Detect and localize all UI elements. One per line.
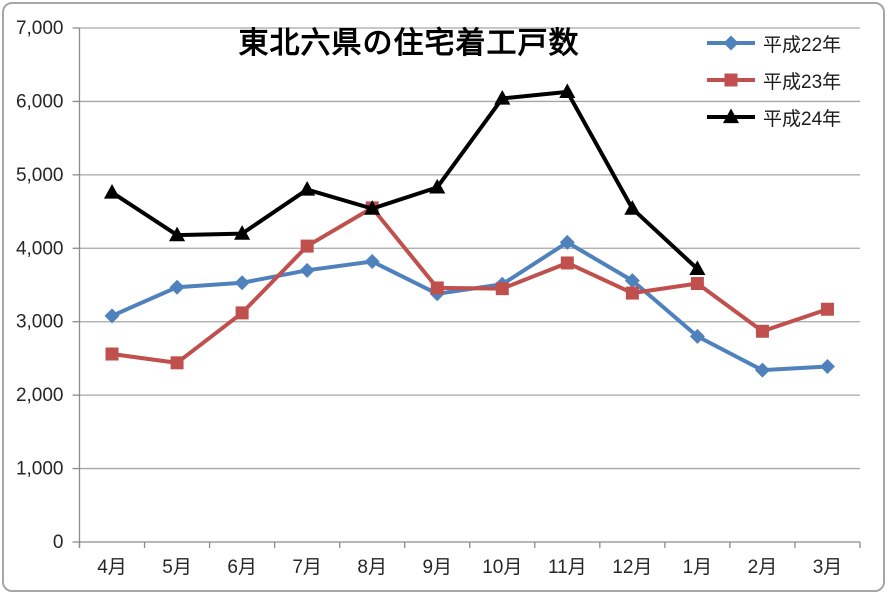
square-marker-icon [820, 302, 834, 316]
legend-item-heisei24: 平成24年 [705, 104, 875, 130]
legend-item-heisei23: 平成23年 [705, 67, 875, 93]
legend-item-heisei22: 平成22年 [705, 30, 875, 56]
chart-title: 東北六県の住宅着工戸数 [238, 27, 580, 60]
legend: 平成22年 平成23年 平成24年 [705, 30, 875, 141]
x-axis-label: 7月 [292, 557, 322, 578]
series-line-1 [111, 205, 829, 365]
triangle-marker-icon [364, 200, 381, 215]
square-marker-icon [430, 281, 444, 295]
y-axis-label: 5,000 [16, 165, 64, 186]
y-axis-label: 0 [53, 532, 64, 553]
diamond-marker-icon [689, 328, 705, 344]
triangle-marker-icon [103, 183, 121, 199]
square-marker-icon [105, 347, 119, 361]
series-line-0 [111, 240, 828, 373]
triangle-marker-icon [559, 83, 576, 99]
y-axis-label: 6,000 [16, 91, 64, 112]
legend-label: 平成23年 [763, 71, 842, 93]
x-axis-label: 12月 [612, 557, 652, 578]
triangle-marker-icon [168, 226, 186, 242]
triangle-marker-icon [722, 108, 740, 124]
x-axis-label: 1月 [683, 557, 713, 578]
triangle-marker-icon [299, 181, 316, 196]
square-marker-icon [495, 282, 509, 296]
square-marker-icon [560, 256, 574, 270]
diamond-marker-icon [559, 234, 575, 250]
diamond-marker-icon [234, 275, 250, 291]
triangle-marker-icon [234, 225, 251, 240]
triangle-marker-icon [624, 200, 641, 215]
y-axis-label: 4,000 [16, 238, 64, 259]
triangle-marker-icon [494, 89, 511, 105]
diamond-marker-icon [104, 308, 120, 324]
diamond-marker-icon [754, 362, 770, 378]
x-axis-label: 3月 [813, 557, 843, 578]
square-marker-icon [755, 324, 769, 338]
diamond-marker-icon [819, 359, 835, 375]
square-marker-icon [235, 306, 249, 320]
x-axis-label: 9月 [422, 557, 452, 578]
legend-label: 平成24年 [763, 108, 842, 130]
y-axis-label: 2,000 [16, 385, 64, 406]
square-marker-icon [625, 286, 639, 300]
triangle-marker-icon [429, 178, 446, 194]
legend-triangle-marker-icon [707, 108, 755, 124]
y-axis-label: 1,000 [16, 459, 64, 480]
diamond-marker-icon [624, 273, 640, 289]
diamond-marker-icon [723, 35, 739, 51]
x-axis-label: 11月 [548, 557, 587, 578]
chart-canvas: 0 1,000 2,000 3,000 4,000 5,000 6,000 7,000 4月 5月… [16, 18, 861, 578]
y-axis-label: 3,000 [16, 312, 64, 333]
square-marker-icon [300, 239, 314, 253]
x-axis-label: 10月 [482, 557, 522, 578]
diamond-marker-icon [364, 254, 380, 270]
series-line-2 [110, 89, 699, 271]
x-axis-label: 5月 [162, 557, 192, 578]
x-axis-label: 2月 [748, 557, 778, 578]
diamond-marker-icon [169, 279, 185, 295]
y-axis-label: 7,000 [16, 18, 64, 39]
square-marker-icon [170, 356, 184, 370]
x-axis-label: 4月 [97, 557, 127, 578]
diamond-marker-icon [299, 262, 315, 278]
x-axis-label: 8月 [357, 557, 387, 578]
legend-diamond-marker-icon [707, 35, 755, 51]
x-axis-label: 6月 [227, 557, 257, 578]
square-marker-icon [690, 277, 704, 291]
square-marker-icon [724, 73, 738, 87]
triangle-marker-icon [689, 260, 706, 275]
legend-label: 平成22年 [763, 34, 842, 56]
legend-square-marker-icon [707, 73, 755, 87]
